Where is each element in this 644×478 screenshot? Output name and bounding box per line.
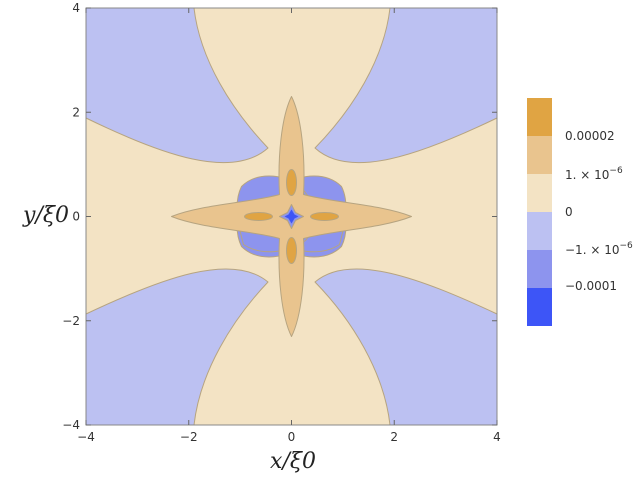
legend-swatch-5: [527, 288, 552, 326]
legend-label-3: −1. × 10−6: [565, 241, 633, 257]
legend-label-3-exp: −6: [619, 241, 633, 251]
legend-swatch-4: [527, 250, 552, 288]
axis-ticks: −4 −2 0 2 4 −4 −2 0 2 4: [62, 1, 501, 444]
inner-ellipse-top: [286, 169, 297, 196]
inner-ellipse-right: [310, 212, 339, 221]
center-star-core: [284, 209, 299, 224]
legend-label-0: 0.00002: [565, 129, 615, 143]
x-tick-label-0: −4: [77, 430, 95, 444]
y-tick-label-0: −4: [62, 418, 80, 432]
x-tick-label-2: 0: [288, 430, 296, 444]
legend-label-3-base: −1. × 10: [565, 243, 619, 257]
x-tick-label-1: −2: [180, 430, 198, 444]
x-tick-label-3: 2: [390, 430, 398, 444]
legend-swatch-3: [527, 212, 552, 250]
y-tick-label-3: 2: [72, 105, 80, 119]
inner-ellipse-bottom: [286, 237, 297, 264]
plot-area: [85, 7, 498, 426]
y-axis-label: y/ξ0: [22, 203, 69, 228]
legend-label-1-base: 1. × 10: [565, 168, 609, 182]
legend-swatch-2: [527, 174, 552, 212]
y-tick-label-2: 0: [72, 210, 80, 224]
legend-label-1: 1. × 10−6: [565, 166, 623, 182]
x-tick-label-4: 4: [493, 430, 501, 444]
legend-swatch-1: [527, 136, 552, 174]
legend-label-2: 0: [565, 205, 573, 219]
y-tick-label-4: 4: [72, 1, 80, 15]
x-axis-label: x/ξ0: [270, 449, 316, 474]
x-axis-label-text: x/ξ0: [270, 449, 316, 474]
inner-ellipse-left: [244, 212, 273, 221]
y-axis-label-text: y/ξ0: [22, 203, 69, 228]
y-tick-label-1: −2: [62, 314, 80, 328]
legend-label-4: −0.0001: [565, 279, 617, 293]
legend-swatch-0: [527, 98, 552, 136]
legend: 0.00002 1. × 10−6 0 −1. × 10−6 −0.0001: [527, 98, 633, 326]
legend-label-1-exp: −6: [609, 166, 623, 176]
